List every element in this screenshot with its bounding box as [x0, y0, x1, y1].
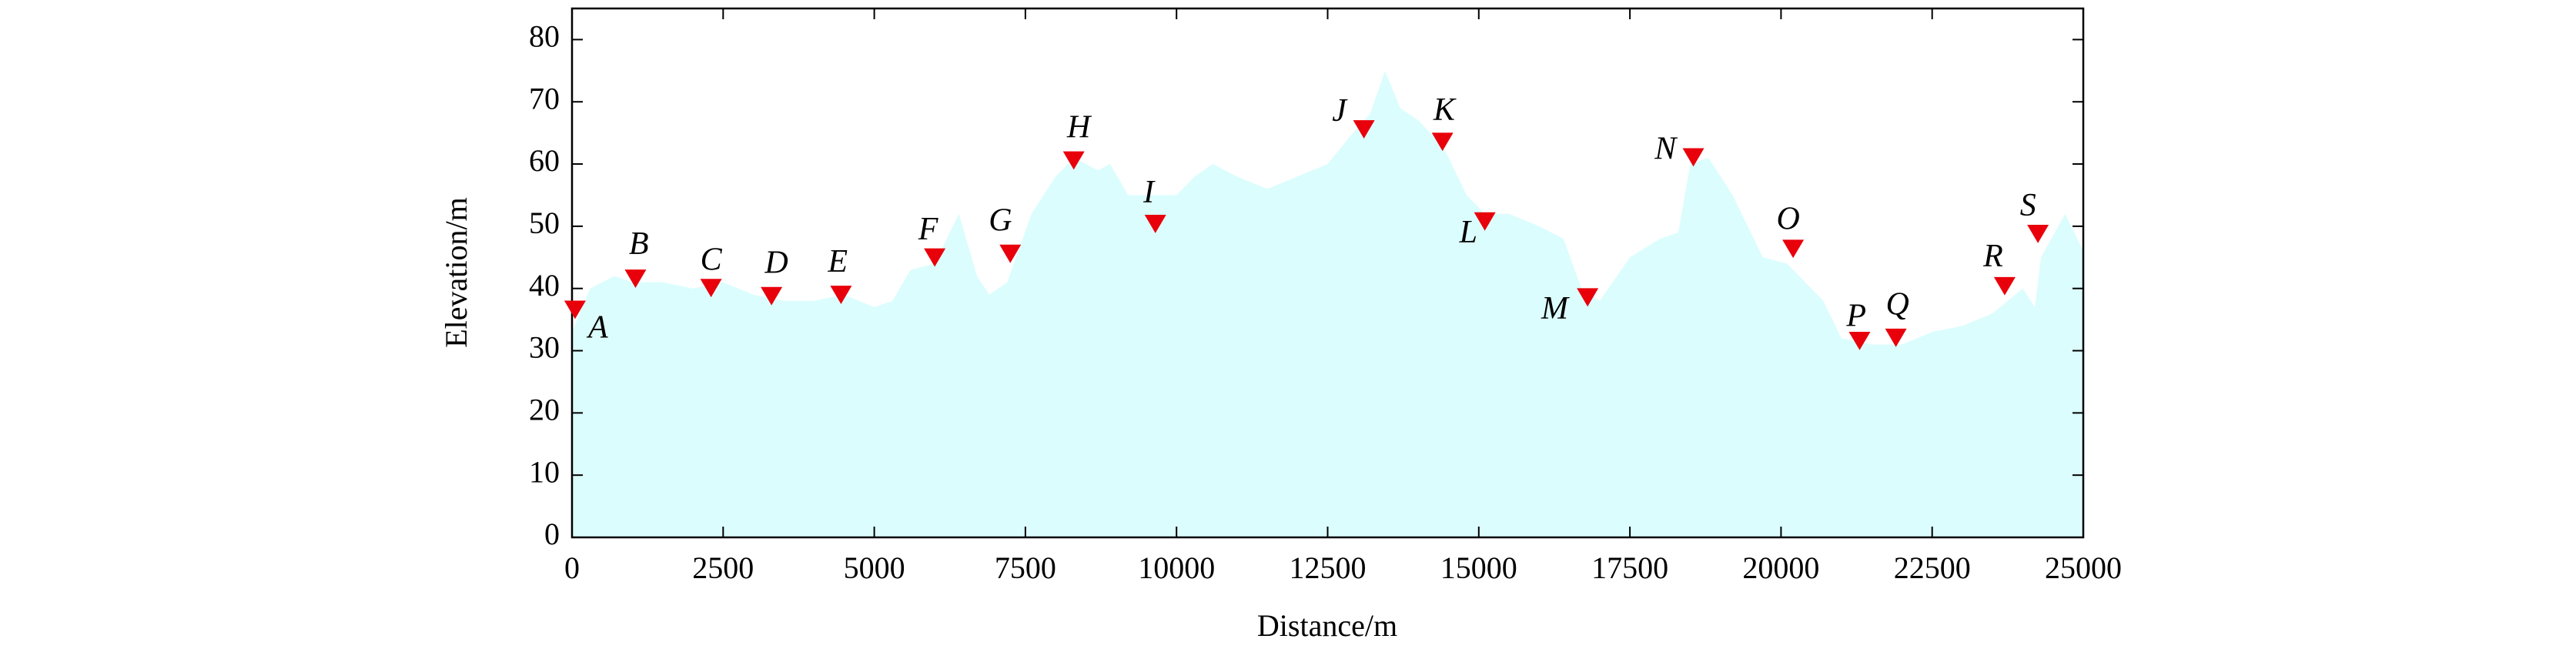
marker	[1993, 276, 2016, 296]
point-label: Q	[1886, 287, 1909, 323]
marker	[1577, 288, 1599, 307]
point-label: G	[989, 203, 1012, 239]
marker	[1474, 212, 1496, 231]
x-tick-label: 25000	[2045, 550, 2122, 585]
point-label: H	[1066, 109, 1092, 145]
marker	[1885, 328, 1907, 347]
y-axis-label: Elevation/m	[439, 197, 473, 348]
point-label: K	[1433, 92, 1457, 128]
marker	[830, 286, 852, 304]
x-axis-label: Distance/m	[1257, 608, 1397, 643]
plot-frame	[570, 7, 2085, 539]
x-tick-label: 7500	[995, 550, 1056, 585]
point-label: O	[1777, 201, 1800, 236]
y-tick-label: 30	[529, 330, 560, 365]
point-label: N	[1654, 131, 1678, 166]
marker	[1682, 148, 1705, 167]
y-tick-label: 70	[529, 81, 560, 115]
marker	[999, 244, 1022, 263]
point-label: L	[1459, 215, 1477, 250]
marker	[624, 269, 647, 288]
point-label: B	[629, 226, 649, 262]
marker	[700, 279, 722, 298]
point-label: S	[2020, 188, 2036, 223]
x-tick-label: 0	[564, 550, 580, 585]
y-tick-label: 20	[529, 393, 560, 427]
y-tick-label: 50	[529, 206, 560, 240]
point-label: I	[1142, 175, 1156, 210]
marker	[761, 286, 783, 306]
x-tick-label: 10000	[1138, 550, 1215, 585]
point-label: R	[1982, 239, 2003, 274]
marker	[2027, 224, 2049, 243]
marker	[1431, 132, 1454, 152]
marker	[1144, 215, 1166, 233]
y-tick-label: 80	[529, 19, 560, 54]
marker	[1353, 120, 1375, 139]
y-tick-label: 0	[544, 517, 560, 551]
point-label: P	[1845, 298, 1866, 333]
x-tick-label: 17500	[1591, 550, 1668, 585]
point-label: M	[1541, 291, 1570, 326]
marker	[1848, 331, 1871, 350]
x-tick-label: 2500	[692, 550, 754, 585]
marker	[564, 300, 586, 319]
point-label: J	[1332, 93, 1348, 129]
y-tick-label: 40	[529, 268, 560, 303]
point-label: C	[701, 242, 723, 277]
x-tick-label: 12500	[1290, 550, 1367, 585]
terrain-area	[572, 70, 2083, 537]
point-label: D	[764, 246, 788, 281]
point-label: E	[827, 244, 848, 279]
marker	[1782, 239, 1805, 259]
point-label: F	[918, 212, 938, 247]
x-tick-label: 22500	[1894, 550, 1971, 585]
x-tick-label: 20000	[1742, 550, 1819, 585]
y-tick-label: 60	[529, 143, 560, 178]
y-tick-label: 10	[529, 454, 560, 489]
point-label: A	[586, 309, 608, 345]
marker	[924, 248, 946, 267]
x-tick-label: 15000	[1440, 550, 1517, 585]
marker	[1062, 151, 1085, 170]
x-tick-label: 5000	[844, 550, 905, 585]
